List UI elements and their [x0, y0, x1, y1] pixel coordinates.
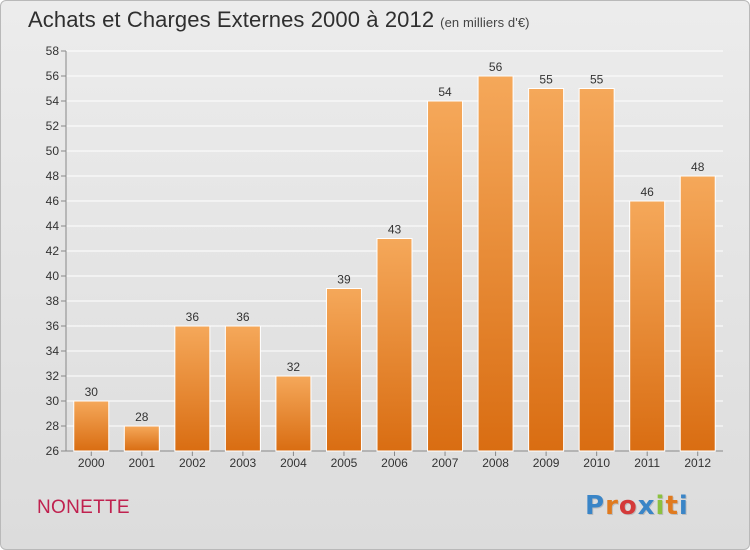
data-label-2002: 36	[186, 310, 200, 324]
chart-title: Achats et Charges Externes 2000 à 2012 (e…	[28, 7, 530, 33]
x-tick-label: 2009	[533, 456, 560, 470]
data-label-2003: 36	[236, 310, 250, 324]
chart-title-text: Achats et Charges Externes 2000 à 2012	[28, 7, 435, 32]
data-label-2011: 46	[641, 185, 655, 199]
brand-letter: x	[637, 491, 656, 521]
commune-name: NONETTE	[37, 497, 130, 518]
x-tick-label: 2000	[78, 456, 105, 470]
bar-2003	[224, 325, 261, 452]
y-tick-label: 56	[46, 69, 60, 83]
bar-2011	[629, 200, 666, 452]
y-tick-label: 42	[46, 244, 60, 258]
y-tick-label: 52	[46, 119, 60, 133]
brand-letter: t	[665, 491, 679, 521]
bar-2006	[376, 238, 413, 452]
y-tick-label: 38	[46, 294, 60, 308]
bar-2009	[528, 88, 565, 452]
bar-2000	[73, 400, 110, 452]
brand-letter: P	[585, 491, 606, 521]
y-tick-label: 40	[46, 269, 60, 283]
y-tick-label: 46	[46, 194, 60, 208]
data-label-2010: 55	[590, 73, 604, 87]
bar-2002	[174, 325, 211, 452]
brand-letter: o	[618, 491, 638, 521]
proxiti-logo[interactable]: Proxiti	[585, 491, 689, 521]
data-label-2004: 32	[287, 360, 301, 374]
y-tick-label: 50	[46, 144, 60, 158]
x-tick-label: 2005	[331, 456, 358, 470]
x-tick-label: 2010	[583, 456, 610, 470]
x-tick-label: 2008	[482, 456, 509, 470]
unit-note: (en milliers d'€)	[440, 15, 530, 30]
bar-2012	[679, 175, 716, 452]
data-label-2006: 43	[388, 223, 402, 237]
data-label-2009: 55	[539, 73, 553, 87]
x-tick-label: 2012	[684, 456, 711, 470]
y-tick-label: 32	[46, 369, 60, 383]
brand-letter: r	[605, 491, 619, 521]
x-tick-label: 2011	[634, 456, 660, 470]
data-label-2007: 54	[438, 85, 452, 99]
y-tick-label: 28	[46, 419, 60, 433]
x-tick-label: 2001	[128, 456, 155, 470]
bar-2004	[275, 375, 312, 452]
data-label-2001: 28	[135, 410, 149, 424]
x-tick-label: 2003	[230, 456, 257, 470]
y-tick-label: 30	[46, 394, 60, 408]
data-label-2005: 39	[337, 273, 351, 287]
bar-2005	[325, 288, 362, 452]
x-tick-label: 2002	[179, 456, 206, 470]
x-tick-label: 2004	[280, 456, 307, 470]
data-label-2012: 48	[691, 160, 705, 174]
bar-2007	[427, 100, 464, 452]
data-label-2000: 30	[85, 385, 99, 399]
bar-2010	[578, 88, 615, 452]
y-tick-label: 44	[46, 219, 60, 233]
bar-2001	[123, 425, 160, 452]
data-labels: 30 28 36 36 32 39 43 54 56 55 55 46 48	[85, 60, 705, 424]
brand-letter: i	[678, 491, 689, 521]
data-label-2008: 56	[489, 60, 503, 74]
y-tick-label: 26	[46, 444, 60, 458]
y-tick-label: 34	[46, 344, 60, 358]
bars	[73, 75, 716, 452]
x-tick-label: 2007	[432, 456, 459, 470]
x-tick-label: 2006	[381, 456, 408, 470]
brand-letter: i	[655, 491, 666, 521]
y-tick-label: 36	[46, 319, 60, 333]
y-tick-label: 58	[46, 44, 60, 58]
y-tick-label: 48	[46, 169, 60, 183]
y-tick-label: 54	[46, 94, 60, 108]
bar-2008	[477, 75, 514, 452]
